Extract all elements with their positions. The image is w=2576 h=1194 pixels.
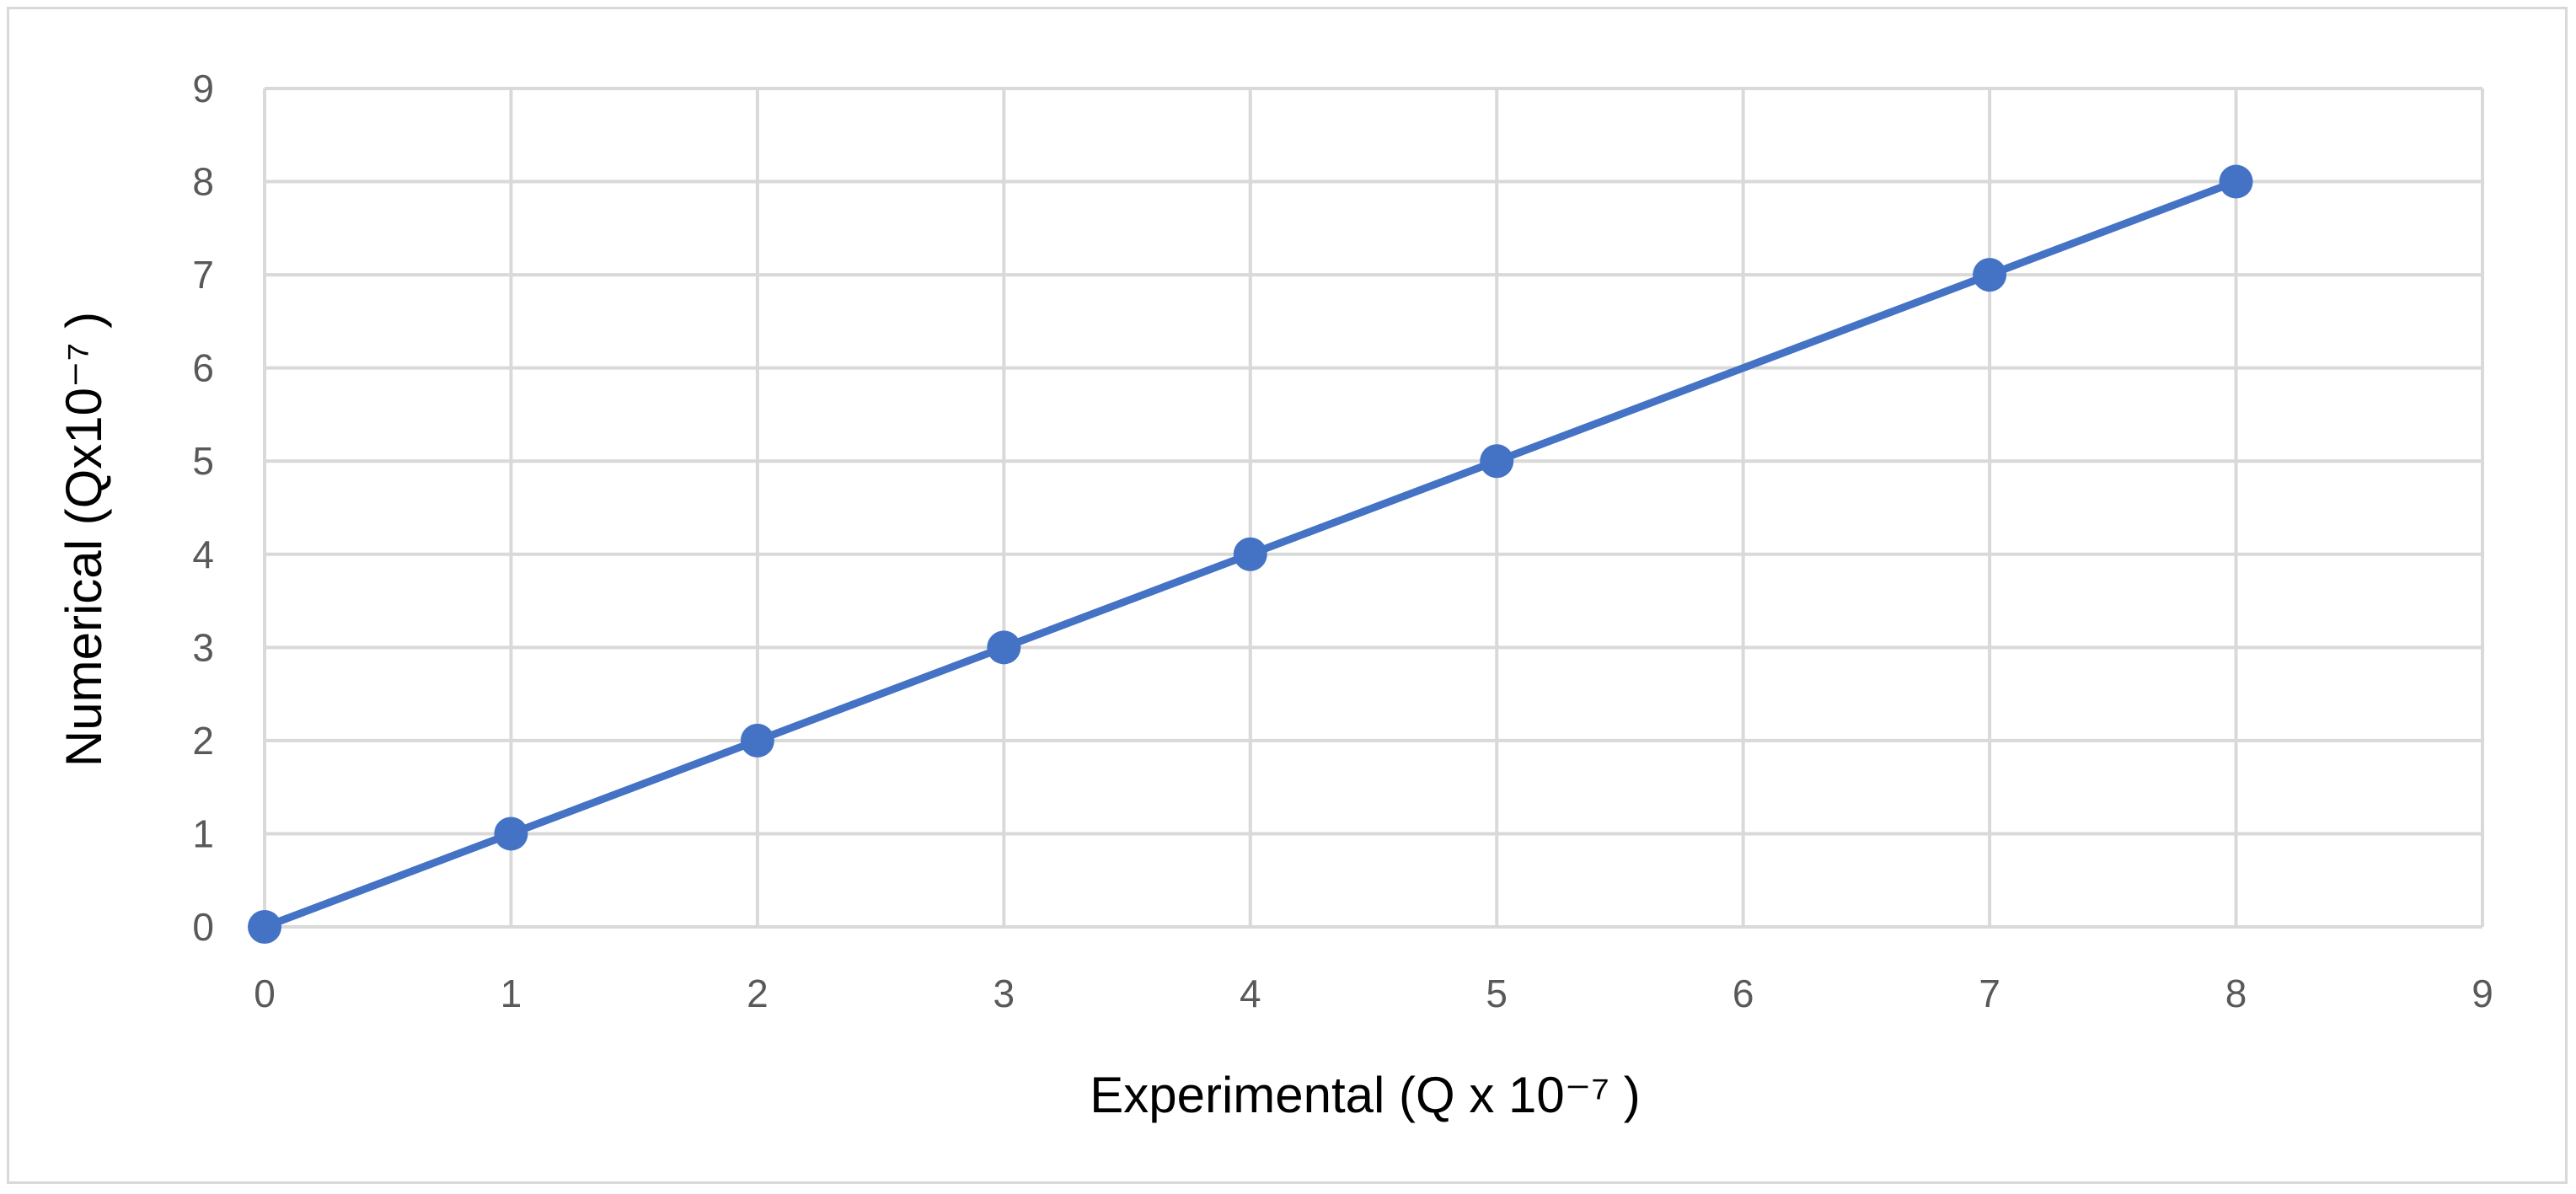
y-tick-label: 1 [192, 811, 214, 855]
y-tick-label: 4 [192, 533, 214, 576]
data-point [1233, 537, 1267, 571]
x-tick-label: 8 [2225, 972, 2247, 1015]
series-line [260, 178, 2241, 931]
x-tick-label: 9 [2472, 972, 2493, 1015]
y-tick-label: 8 [192, 160, 214, 204]
data-point [740, 723, 774, 758]
y-tick-label: 6 [192, 346, 214, 390]
y-tick-label: 0 [192, 905, 214, 949]
y-axis-tick-labels: 0 1 2 3 4 5 6 7 8 9 [192, 67, 214, 949]
data-point [2219, 164, 2253, 199]
data-point [1480, 444, 1514, 479]
x-tick-label: 2 [747, 972, 769, 1015]
x-tick-label: 1 [501, 972, 522, 1015]
x-tick-label: 7 [1979, 972, 2000, 1015]
y-tick-label: 5 [192, 439, 214, 483]
series-group [248, 164, 2253, 944]
x-tick-label: 6 [1733, 972, 1754, 1015]
data-point [248, 910, 281, 944]
x-tick-label: 5 [1486, 972, 1508, 1015]
x-tick-label: 4 [1240, 972, 1261, 1015]
y-tick-label: 7 [192, 253, 214, 297]
x-axis-tick-labels: 0 1 2 3 4 5 6 7 8 9 [254, 972, 2493, 1015]
x-axis-title: Experimental (Q x 10⁻⁷ ) [1090, 1067, 1641, 1123]
chart-area [7, 7, 2568, 1184]
data-point [1973, 258, 2007, 292]
data-point [494, 817, 528, 851]
y-tick-label: 2 [192, 719, 214, 763]
grid-lines [263, 87, 2484, 929]
x-tick-label: 0 [254, 972, 276, 1015]
y-tick-label: 3 [192, 625, 214, 669]
data-point [987, 630, 1021, 665]
y-tick-label: 9 [192, 67, 214, 110]
x-tick-label: 3 [993, 972, 1015, 1015]
y-axis-title: Numerical (Qx10⁻⁷ ) [56, 312, 112, 767]
